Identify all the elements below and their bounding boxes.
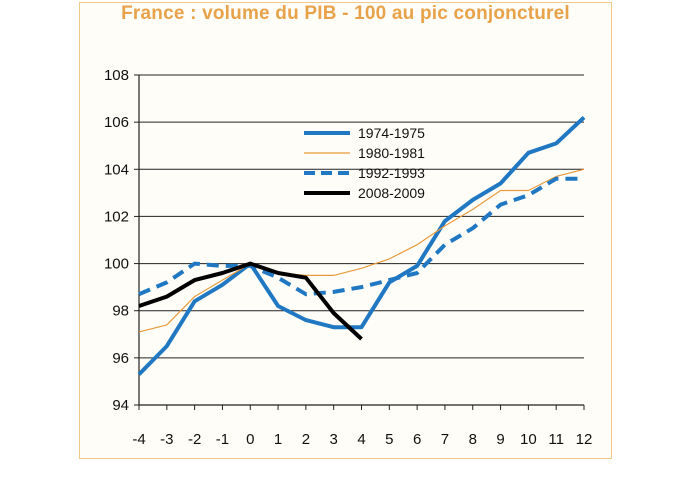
- legend-label: 1974-1975: [358, 125, 425, 141]
- x-tick-label: 10: [520, 431, 537, 448]
- x-tick-label: -3: [160, 431, 173, 448]
- x-tick-label: -4: [132, 431, 145, 448]
- series-line-1974-1975: [137, 115, 586, 376]
- y-tick-label: 98: [112, 303, 129, 320]
- legend-label: 2008-2009: [358, 185, 425, 201]
- x-tick-label: 1: [274, 431, 282, 448]
- x-tick-label: 11: [548, 431, 564, 448]
- y-tick-label: 96: [112, 350, 129, 367]
- x-tick-label: 4: [357, 431, 365, 448]
- chart-frame: [79, 2, 612, 459]
- legend-label: 1992-1993: [358, 165, 425, 181]
- chart-title: France : volume du PIB - 100 au pic conj…: [121, 3, 570, 24]
- legend: 1974-1975 1980-1981 1992-1993 2008-2009: [304, 125, 425, 201]
- x-tick-label: 9: [496, 431, 504, 448]
- x-tick-label: 0: [246, 431, 254, 448]
- grid-lines: [139, 74, 584, 359]
- y-tick-labels: 94 96 98 100 102 104 106 108: [104, 67, 129, 414]
- series-line-1980-1981: [138, 168, 585, 333]
- x-tick-label: 12: [576, 431, 593, 448]
- legend-label: 1980-1981: [358, 145, 425, 161]
- x-tick-label: 7: [441, 431, 449, 448]
- x-tick-label: 3: [330, 431, 338, 448]
- x-tick-label: 6: [413, 431, 421, 448]
- x-tick-label: 5: [385, 431, 393, 448]
- y-tick-label: 106: [104, 114, 129, 131]
- series-line-2008-2009: [138, 261, 363, 341]
- x-tick-label: -1: [216, 431, 229, 448]
- series-line-1992-1993: [138, 176, 584, 297]
- y-tick-label: 102: [104, 208, 129, 225]
- y-tick-label: 108: [104, 67, 129, 84]
- axes: [134, 74, 585, 410]
- x-tick-label: 2: [302, 431, 310, 448]
- series-lines: [137, 115, 586, 376]
- y-tick-label: 100: [104, 256, 129, 273]
- y-tick-label: 94: [112, 397, 129, 414]
- x-tick-labels: -4 -3 -2 -1 0 1 2 3 4 5 6 7 8 9 10 11 12: [132, 431, 592, 448]
- x-tick-label: -2: [188, 431, 201, 448]
- y-tick-label: 104: [104, 161, 129, 178]
- x-tick-label: 8: [469, 431, 477, 448]
